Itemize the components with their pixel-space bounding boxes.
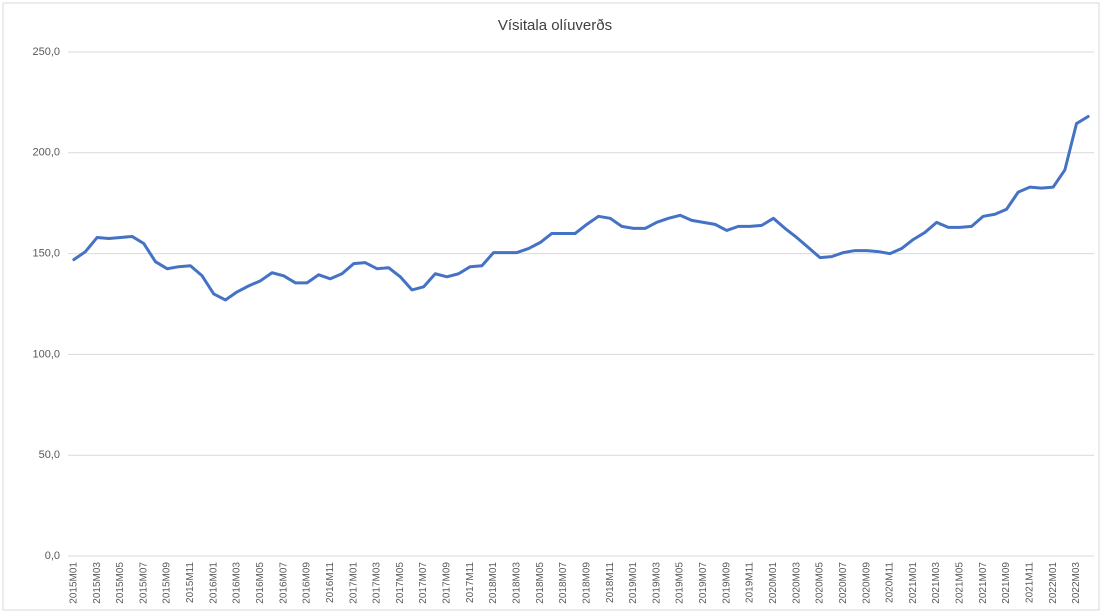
x-tick-label: 2019M07 xyxy=(698,562,709,604)
x-tick-label: 2016M05 xyxy=(255,562,266,604)
x-tick-label: 2021M11 xyxy=(1025,562,1036,603)
x-tick-label: 2019M03 xyxy=(651,562,662,604)
x-tick-label: 2017M03 xyxy=(372,562,383,604)
x-tick-label: 2016M11 xyxy=(325,562,336,603)
x-tick-label: 2018M01 xyxy=(488,562,499,604)
x-tick-label: 2021M05 xyxy=(955,562,966,604)
x-tick-label: 2020M09 xyxy=(861,562,872,604)
x-tick-label: 2015M03 xyxy=(92,562,103,604)
x-tick-label: 2021M03 xyxy=(931,562,942,604)
y-tick-label: 0,0 xyxy=(45,550,60,562)
x-tick-label: 2019M09 xyxy=(721,562,732,604)
x-tick-label: 2018M11 xyxy=(605,562,616,603)
x-tick-label: 2017M11 xyxy=(465,562,476,603)
x-tick-label: 2021M01 xyxy=(908,562,919,604)
x-tick-label: 2020M11 xyxy=(885,562,896,603)
x-tick-label: 2020M01 xyxy=(768,562,779,604)
x-tick-label: 2016M01 xyxy=(208,562,219,604)
y-tick-label: 150,0 xyxy=(32,248,60,260)
x-tick-label: 2017M01 xyxy=(348,562,359,604)
x-tick-label: 2015M05 xyxy=(115,562,126,604)
x-tick-label: 2019M11 xyxy=(745,562,756,603)
x-tick-label: 2015M07 xyxy=(138,562,149,604)
y-tick-label: 200,0 xyxy=(32,147,60,159)
x-tick-label: 2019M05 xyxy=(675,562,686,604)
x-tick-label: 2020M05 xyxy=(815,562,826,604)
x-tick-label: 2021M07 xyxy=(978,562,989,604)
x-tick-label: 2020M03 xyxy=(791,562,802,604)
x-tick-label: 2019M01 xyxy=(628,562,639,604)
x-tick-label: 2022M03 xyxy=(1071,562,1082,604)
x-tick-label: 2016M07 xyxy=(278,562,289,604)
x-tick-label: 2016M03 xyxy=(232,562,243,604)
x-tick-label: 2018M03 xyxy=(512,562,523,604)
x-tick-label: 2020M07 xyxy=(838,562,849,604)
x-tick-label: 2015M11 xyxy=(185,562,196,603)
x-tick-label: 2022M01 xyxy=(1048,562,1059,604)
x-tick-label: 2018M05 xyxy=(535,562,546,604)
x-tick-label: 2017M05 xyxy=(395,562,406,604)
line-series xyxy=(72,115,1090,302)
x-tick-label: 2015M01 xyxy=(68,562,79,604)
x-tick-label: 2015M09 xyxy=(162,562,173,604)
y-tick-label: 250,0 xyxy=(32,46,60,58)
x-tick-label: 2017M07 xyxy=(418,562,429,604)
x-tick-label: 2018M09 xyxy=(581,562,592,604)
x-tick-label: 2021M09 xyxy=(1001,562,1012,604)
chart-title: Vísitala olíuverðs xyxy=(498,17,612,34)
y-tick-label: 100,0 xyxy=(32,348,60,360)
x-tick-label: 2018M07 xyxy=(558,562,569,604)
x-tick-label: 2017M09 xyxy=(442,562,453,604)
y-tick-label: 50,0 xyxy=(39,449,60,461)
x-tick-label: 2016M09 xyxy=(302,562,313,604)
